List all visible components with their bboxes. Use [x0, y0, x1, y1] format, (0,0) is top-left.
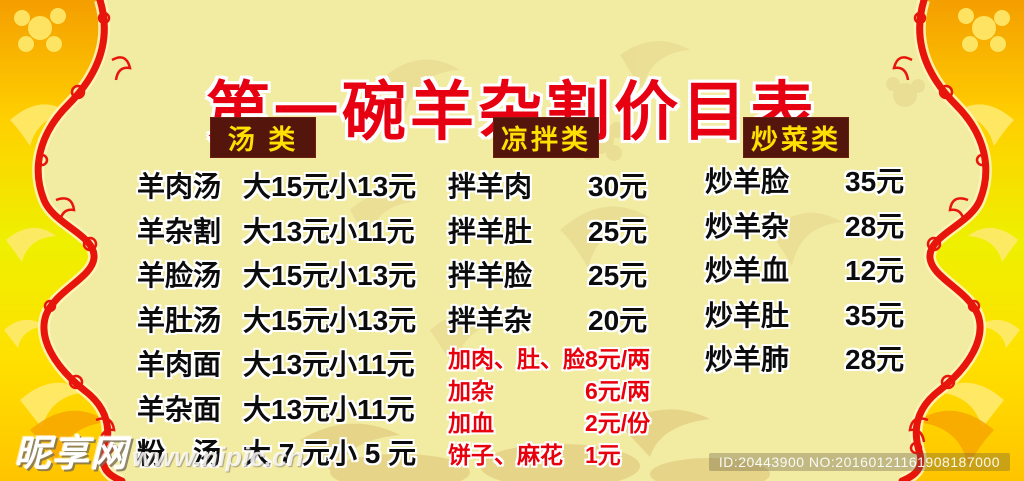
item-price: 8元/两 — [585, 346, 651, 372]
item-name: 羊脸汤 — [137, 260, 222, 292]
menu-row: 羊杂面 大13元 小11元 — [137, 386, 415, 431]
item-name: 拌羊杂 — [448, 304, 533, 336]
price-large: 大13元 — [243, 349, 331, 381]
price-large: 大15元 — [243, 171, 331, 203]
panel-orange-swirl — [30, 410, 108, 466]
item-price: 20元 — [588, 304, 648, 336]
price-large: 大15元 — [243, 260, 331, 292]
item-name: 拌羊肉 — [448, 171, 533, 203]
item-price: 12元 — [845, 255, 905, 287]
watermark-site-url: www.nipic.cn — [132, 442, 304, 472]
menu-row: 羊肉面 大13元 小11元 — [137, 341, 415, 386]
watermark-site-name: 昵享网 — [14, 433, 128, 474]
item-name: 羊肉面 — [137, 349, 222, 381]
item-name: 拌羊脸 — [448, 260, 533, 292]
item-name: 羊肉汤 — [137, 171, 222, 203]
price-small: 小11元 — [329, 349, 415, 381]
menu-row: 羊脸汤 大15元 小13元 — [137, 252, 416, 297]
menu-row: 炒羊肺 28元 — [705, 336, 905, 381]
price-large: 大13元 — [243, 393, 331, 425]
menu-row: 炒羊肚 35元 — [705, 292, 905, 337]
item-price: 2元/份 — [585, 410, 651, 436]
item-name: 加血 — [448, 410, 494, 436]
damask-bottom-band — [300, 409, 770, 481]
menu-row: 炒羊脸 35元 — [705, 158, 905, 203]
item-name: 粉 汤 — [137, 438, 222, 470]
price-small: 小 5 元 — [329, 438, 417, 470]
menu-row: 炒羊血 12元 — [705, 247, 905, 292]
menu-column-soup: 羊肉汤 大15元 小13元 羊杂割 大13元 小11元 羊脸汤 大15元 小13元 羊肚汤 大15元… — [137, 163, 416, 475]
price-large: 大13元 — [243, 215, 331, 247]
item-price: 35元 — [845, 299, 905, 331]
item-price: 25元 — [588, 260, 648, 292]
left-ornate-panel — [0, 0, 132, 481]
menu-row: 拌羊肚 25元 — [448, 208, 668, 253]
image-id-label: ID:20443900 NO:20160121161908187000 — [708, 453, 1010, 471]
section-header-stir-fried: 炒菜类 — [743, 117, 849, 158]
section-header-label: 炒菜类 — [751, 125, 841, 155]
section-header-cold-dishes: 凉拌类 — [493, 117, 599, 158]
watermark: 昵享网 www.nipic.cn — [14, 423, 304, 477]
menu-row: 炒羊杂 28元 — [705, 203, 905, 248]
price-large: 大 7 元 — [243, 438, 331, 470]
item-name: 炒羊杂 — [705, 210, 790, 242]
price-large: 大15元 — [243, 304, 331, 336]
section-header-label: 汤 类 — [227, 125, 299, 155]
item-name: 羊肚汤 — [137, 304, 222, 336]
price-small: 小13元 — [329, 260, 417, 292]
menu-row: 羊肚汤 大15元 小13元 — [137, 297, 416, 342]
menu-row: 拌羊脸 25元 — [448, 252, 668, 297]
item-name: 饼子、麻花 — [448, 442, 563, 468]
price-small: 小11元 — [329, 393, 415, 425]
menu-row: 羊肉汤 大15元 小13元 — [137, 163, 416, 208]
price-small: 小11元 — [329, 215, 415, 247]
menu-row: 加血 2元/份 — [448, 405, 668, 437]
menu-row: 拌羊肉 30元 — [448, 163, 668, 208]
item-name: 炒羊血 — [705, 255, 790, 287]
menu-row: 加肉、肚、脸 8元/两 — [448, 341, 668, 373]
item-name: 炒羊肚 — [705, 299, 790, 331]
item-price: 28元 — [845, 344, 905, 376]
menu-row: 粉 汤大 7 元小 5 元 — [137, 430, 416, 475]
item-name: 炒羊脸 — [705, 166, 790, 198]
section-header-label: 凉拌类 — [501, 125, 591, 155]
item-price: 30元 — [588, 171, 648, 203]
border-filigree — [35, 11, 132, 455]
item-price: 35元 — [845, 166, 905, 198]
menu-row: 饼子、麻花 1元 — [448, 437, 668, 469]
menu-column-cold-dishes: 拌羊肉 30元 拌羊肚 25元 拌羊脸 25元 拌羊杂 20元 加肉、肚、脸 8元/两 加杂 6元/两… — [448, 163, 668, 469]
item-name: 羊杂割 — [137, 215, 222, 247]
price-small: 小13元 — [329, 171, 417, 203]
item-name: 加肉、肚、脸 — [448, 346, 586, 372]
item-name: 加杂 — [448, 378, 494, 404]
menu-column-stir-fried: 炒羊脸 35元 炒羊杂 28元 炒羊血 12元 炒羊肚 35元 炒羊肺 28元 — [705, 158, 905, 381]
right-ornate-panel — [892, 0, 1024, 481]
section-header-soup: 汤 类 — [210, 117, 316, 158]
item-price: 25元 — [588, 215, 648, 247]
menu-row: 加杂 6元/两 — [448, 373, 668, 405]
menu-row: 拌羊杂 20元 — [448, 297, 668, 342]
item-name: 羊杂面 — [137, 393, 222, 425]
item-name: 拌羊肚 — [448, 215, 533, 247]
price-small: 小13元 — [329, 304, 417, 336]
menu-row: 羊杂割 大13元 小11元 — [137, 208, 415, 253]
item-price: 1元 — [585, 442, 621, 468]
item-price: 28元 — [845, 210, 905, 242]
item-price: 6元/两 — [585, 378, 651, 404]
item-name: 炒羊肺 — [705, 344, 790, 376]
